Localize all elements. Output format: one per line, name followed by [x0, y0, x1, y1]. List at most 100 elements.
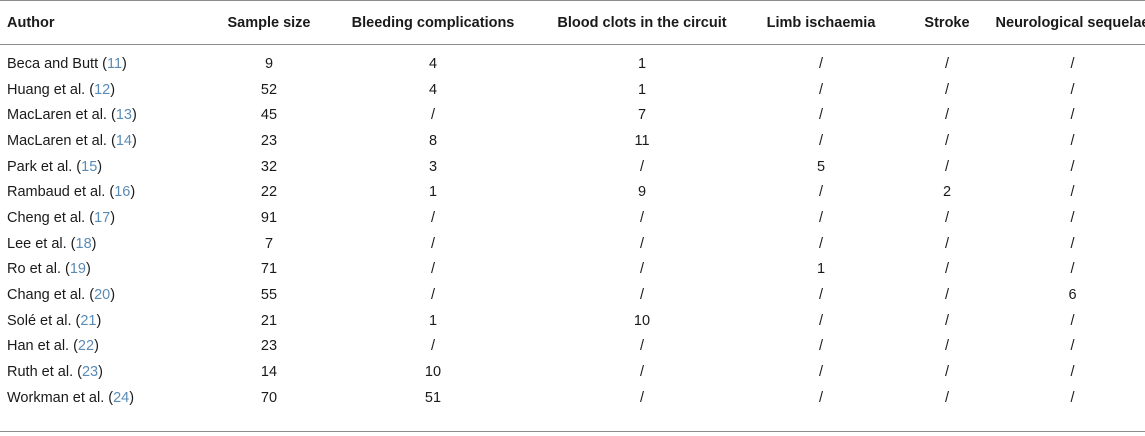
top-rule [0, 0, 1145, 1]
reference-close: ) [91, 235, 97, 252]
bleeding-cell: / [430, 287, 436, 304]
bleeding-cell: 1 [428, 312, 438, 329]
neurological-cell: / [1070, 364, 1075, 381]
author-name: Huang et al. ( [7, 81, 95, 98]
bleeding-cell: / [430, 235, 436, 252]
stroke-cell: / [944, 81, 950, 98]
sample-size-cell: 22 [260, 184, 278, 201]
neurological-cell: / [1070, 312, 1075, 329]
neurological-cell: / [1070, 81, 1075, 98]
neurological-cell: / [1070, 389, 1075, 406]
reference-link[interactable]: 18 [75, 235, 92, 252]
header-limb-ischaemia: Limb ischaemia [766, 14, 876, 31]
reference-link[interactable]: 20 [94, 287, 111, 304]
table-body: Beca and Butt (11) 9 4 1// / Huang et al. (12… [0, 45, 1145, 411]
reference-close: ) [110, 81, 116, 98]
stroke-cell: / [944, 209, 950, 226]
limb-ischaemia-cell: / [818, 132, 824, 149]
author-cell: Lee et al. (18) [0, 231, 215, 257]
bottom-rule [0, 431, 1145, 432]
neurological-cell: / [1070, 261, 1075, 278]
header-blood-clots: Blood clots in the circuit [557, 14, 727, 31]
author-name: Chang et al. ( [7, 287, 95, 304]
sample-size-cell: 71 [260, 261, 278, 278]
blood-clots-cell: / [639, 158, 645, 175]
reference-close: ) [110, 209, 116, 226]
blood-clots-cell: / [639, 389, 645, 406]
bleeding-cell: 3 [428, 158, 438, 175]
stroke-cell: / [944, 287, 950, 304]
reference-link[interactable]: 13 [115, 107, 132, 124]
author-cell: Park et al. (15) [0, 154, 215, 180]
reference-link[interactable]: 22 [77, 338, 95, 355]
reference-link[interactable]: 14 [115, 132, 132, 149]
author-cell: Huang et al. (12) [0, 77, 215, 103]
author-cell: Chang et al. (20) [0, 282, 215, 308]
header-sample-size: Sample size [227, 14, 311, 31]
author-name: Beca and Butt ( [7, 55, 107, 72]
reference-close: ) [131, 132, 137, 149]
reference-link[interactable]: 21 [80, 312, 97, 329]
reference-link[interactable]: 11 [106, 55, 123, 72]
sample-size-cell: 52 [260, 81, 278, 98]
blood-clots-cell: / [639, 338, 645, 355]
neurological-cell: / [1070, 55, 1075, 72]
sample-size-cell: 91 [260, 209, 278, 226]
limb-ischaemia-cell: / [818, 364, 824, 381]
author-name: Lee et al. ( [7, 235, 76, 252]
table-row: Park et al. (15) 32 3 / 5 / / [0, 154, 1145, 180]
author-cell: MacLaren et al. (13) [0, 102, 215, 128]
bleeding-cell: 8 [428, 132, 438, 149]
limb-ischaemia-cell: 1 [816, 261, 826, 278]
sample-size-cell: 9 [264, 55, 274, 72]
author-cell: Solé et al. (21) [0, 308, 215, 334]
author-name: Cheng et al. ( [7, 209, 95, 226]
reference-link[interactable]: 15 [81, 158, 98, 175]
limb-ischaemia-cell: / [818, 209, 824, 226]
header-stroke: Stroke [924, 14, 970, 31]
reference-link[interactable]: 19 [69, 261, 86, 278]
table-row: Han et al. (22) 23 / / / / / [0, 334, 1145, 360]
bleeding-cell: 10 [424, 364, 442, 381]
author-name: Workman et al. ( [7, 389, 114, 406]
header-bleeding: Bleeding complications [351, 14, 515, 31]
table-row: Huang et al. (12) 52 4 1 / / / [0, 77, 1145, 103]
neurological-cell: / [1070, 107, 1075, 124]
limb-ischaemia-cell: / [818, 55, 824, 72]
header-neurological: Neurological sequelae [995, 14, 1145, 31]
author-name: Ro et al. ( [7, 261, 70, 278]
limb-ischaemia-cell: / [818, 389, 824, 406]
sample-size-cell: 7 [264, 235, 274, 252]
bleeding-cell: 51 [424, 389, 442, 406]
limb-ischaemia-cell: 5 [816, 158, 826, 175]
reference-close: ) [86, 261, 91, 278]
table-row: Solé et al. (21) 21 1 10// / [0, 308, 1145, 334]
author-cell: Workman et al. (24) [0, 385, 215, 411]
reference-link[interactable]: 17 [94, 209, 111, 226]
author-name: Park et al. ( [7, 158, 82, 175]
reference-link[interactable]: 24 [113, 389, 130, 406]
sample-size-cell: 14 [260, 364, 278, 381]
table-row: MacLaren et al. (14) 23 8 11 / / / [0, 128, 1145, 154]
reference-link[interactable]: 16 [114, 184, 131, 201]
reference-close: ) [131, 107, 137, 124]
reference-link[interactable]: 12 [94, 81, 111, 98]
blood-clots-cell: / [639, 261, 645, 278]
blood-clots-cell: / [639, 209, 645, 226]
bleeding-cell: / [430, 261, 436, 278]
reference-link[interactable]: 23 [81, 364, 99, 381]
bleeding-cell: / [430, 338, 436, 355]
stroke-cell: / [944, 235, 950, 252]
author-cell: Cheng et al. (17) [0, 205, 215, 231]
header-author: Author [7, 14, 55, 31]
header-row: Author Sample size Bleeding complication… [0, 0, 1145, 45]
neurological-cell: / [1070, 184, 1075, 201]
author-name: MacLaren et al. ( [7, 132, 116, 149]
blood-clots-cell: / [639, 364, 645, 381]
limb-ischaemia-cell: / [818, 81, 824, 98]
limb-ischaemia-cell: / [818, 107, 824, 124]
author-cell: Rambaud et al. (16) [0, 179, 215, 205]
author-cell: Han et al. (22) [0, 334, 215, 360]
stroke-cell: / [944, 312, 950, 329]
table-row: Lee et al. (18) 7 / / / / / [0, 231, 1145, 257]
